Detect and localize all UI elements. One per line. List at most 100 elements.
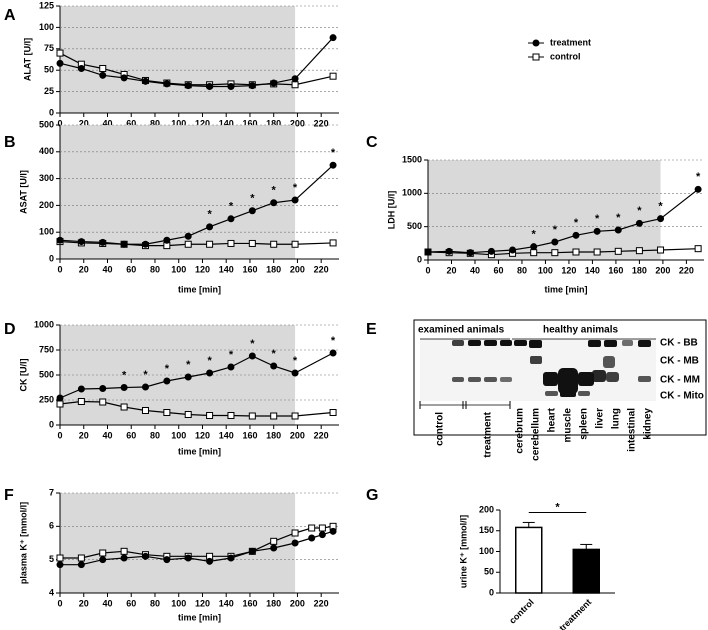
significance-marker: * — [272, 185, 277, 197]
y-tick-label: 400 — [39, 146, 54, 156]
data-point — [99, 549, 107, 557]
significance-marker: * — [250, 338, 255, 350]
x-tick-label: 100 — [538, 265, 553, 275]
gel-lane-label: treatment — [483, 411, 494, 457]
significance-marker: * — [555, 501, 560, 513]
significance-marker: * — [229, 349, 234, 361]
significance-marker: * — [532, 229, 537, 241]
data-point — [227, 363, 235, 371]
gel-band-label: CK - MM — [660, 375, 700, 386]
data-point — [329, 239, 337, 247]
x-tick-label: 0 — [425, 265, 430, 275]
data-point — [206, 223, 214, 231]
data-point — [206, 412, 214, 419]
y-axis-label: plasma K⁺ [mmol/l] — [18, 502, 28, 584]
x-tick-label: 20 — [79, 118, 89, 128]
x-tick-label: 120 — [195, 264, 210, 274]
data-point — [141, 240, 149, 248]
x-tick-label: 100 — [171, 264, 186, 274]
shaded-region — [428, 160, 661, 260]
data-point — [509, 246, 517, 254]
data-point — [120, 547, 128, 555]
y-tick-label: 1000 — [34, 319, 54, 329]
data-point — [99, 385, 107, 392]
x-tick-label: 220 — [314, 598, 329, 608]
gel-panel: examined animals healthy animals CK - BB… — [413, 319, 707, 461]
y-tick-label: 0 — [49, 107, 54, 117]
data-point — [163, 377, 171, 385]
x-tick-label: 200 — [290, 598, 305, 608]
data-point — [77, 385, 85, 393]
data-point — [184, 373, 192, 381]
data-point — [99, 238, 107, 246]
x-tick-label: 80 — [517, 265, 527, 275]
x-tick-label: 220 — [314, 264, 329, 274]
data-point — [227, 554, 235, 562]
y-tick-label: 0 — [417, 254, 422, 264]
data-point — [657, 246, 665, 254]
legend-marker — [532, 39, 540, 47]
data-point — [270, 362, 278, 370]
data-point — [308, 534, 316, 542]
significance-marker: * — [293, 355, 298, 367]
data-point — [329, 409, 337, 416]
y-tick-label: 200 — [479, 504, 494, 514]
significance-marker: * — [616, 212, 621, 224]
data-point — [206, 557, 214, 565]
x-tick-label: 60 — [126, 118, 136, 128]
x-tick-label: 100 — [171, 598, 186, 608]
x-tick-label: 100 — [171, 118, 186, 128]
gel-lane-label: spleen — [579, 408, 590, 440]
x-axis-label: time [min] — [544, 284, 587, 294]
data-point — [163, 409, 171, 416]
data-point — [184, 232, 192, 240]
x-tick-label: 200 — [290, 430, 305, 440]
shaded-region — [60, 6, 296, 113]
x-tick-label: 200 — [655, 265, 670, 275]
data-point — [120, 240, 128, 248]
x-tick-label: 160 — [242, 430, 257, 440]
x-tick-label: 120 — [561, 265, 576, 275]
x-tick-label: 160 — [608, 265, 623, 275]
data-point — [291, 81, 299, 89]
y-tick-label: 6 — [49, 521, 54, 531]
data-point — [593, 248, 601, 256]
data-point — [248, 239, 256, 247]
significance-marker: * — [658, 201, 663, 213]
data-point — [248, 207, 256, 215]
data-point — [657, 215, 665, 223]
data-point — [163, 236, 171, 244]
data-point — [308, 524, 316, 532]
data-point — [77, 64, 85, 72]
bar — [572, 548, 600, 594]
data-point — [206, 240, 214, 248]
data-point — [593, 227, 601, 235]
gel-lane-label: liver — [595, 408, 606, 429]
y-tick-label: 1000 — [402, 188, 422, 198]
x-tick-label: 140 — [219, 430, 234, 440]
significance-marker: * — [272, 348, 277, 360]
x-tick-label: 80 — [150, 598, 160, 608]
data-point — [329, 161, 337, 169]
data-point — [291, 539, 299, 547]
data-point — [291, 529, 299, 537]
x-axis-label: time [min] — [178, 446, 221, 456]
y-tick-label: 4 — [49, 587, 54, 597]
y-tick-label: 7 — [49, 487, 54, 497]
x-tick-label: 40 — [102, 430, 112, 440]
panel-label: F — [4, 487, 14, 504]
y-tick-label: 100 — [39, 227, 54, 237]
x-tick-label: 40 — [102, 598, 112, 608]
x-tick-label: 120 — [195, 430, 210, 440]
data-point — [291, 75, 299, 83]
data-point — [466, 249, 474, 257]
data-point — [318, 531, 326, 539]
x-tick-label: 140 — [219, 118, 234, 128]
data-point — [635, 247, 643, 255]
data-point — [551, 238, 559, 246]
data-point — [530, 249, 538, 257]
data-point — [270, 199, 278, 207]
significance-marker: * — [122, 369, 127, 381]
significance-marker: * — [165, 363, 170, 375]
